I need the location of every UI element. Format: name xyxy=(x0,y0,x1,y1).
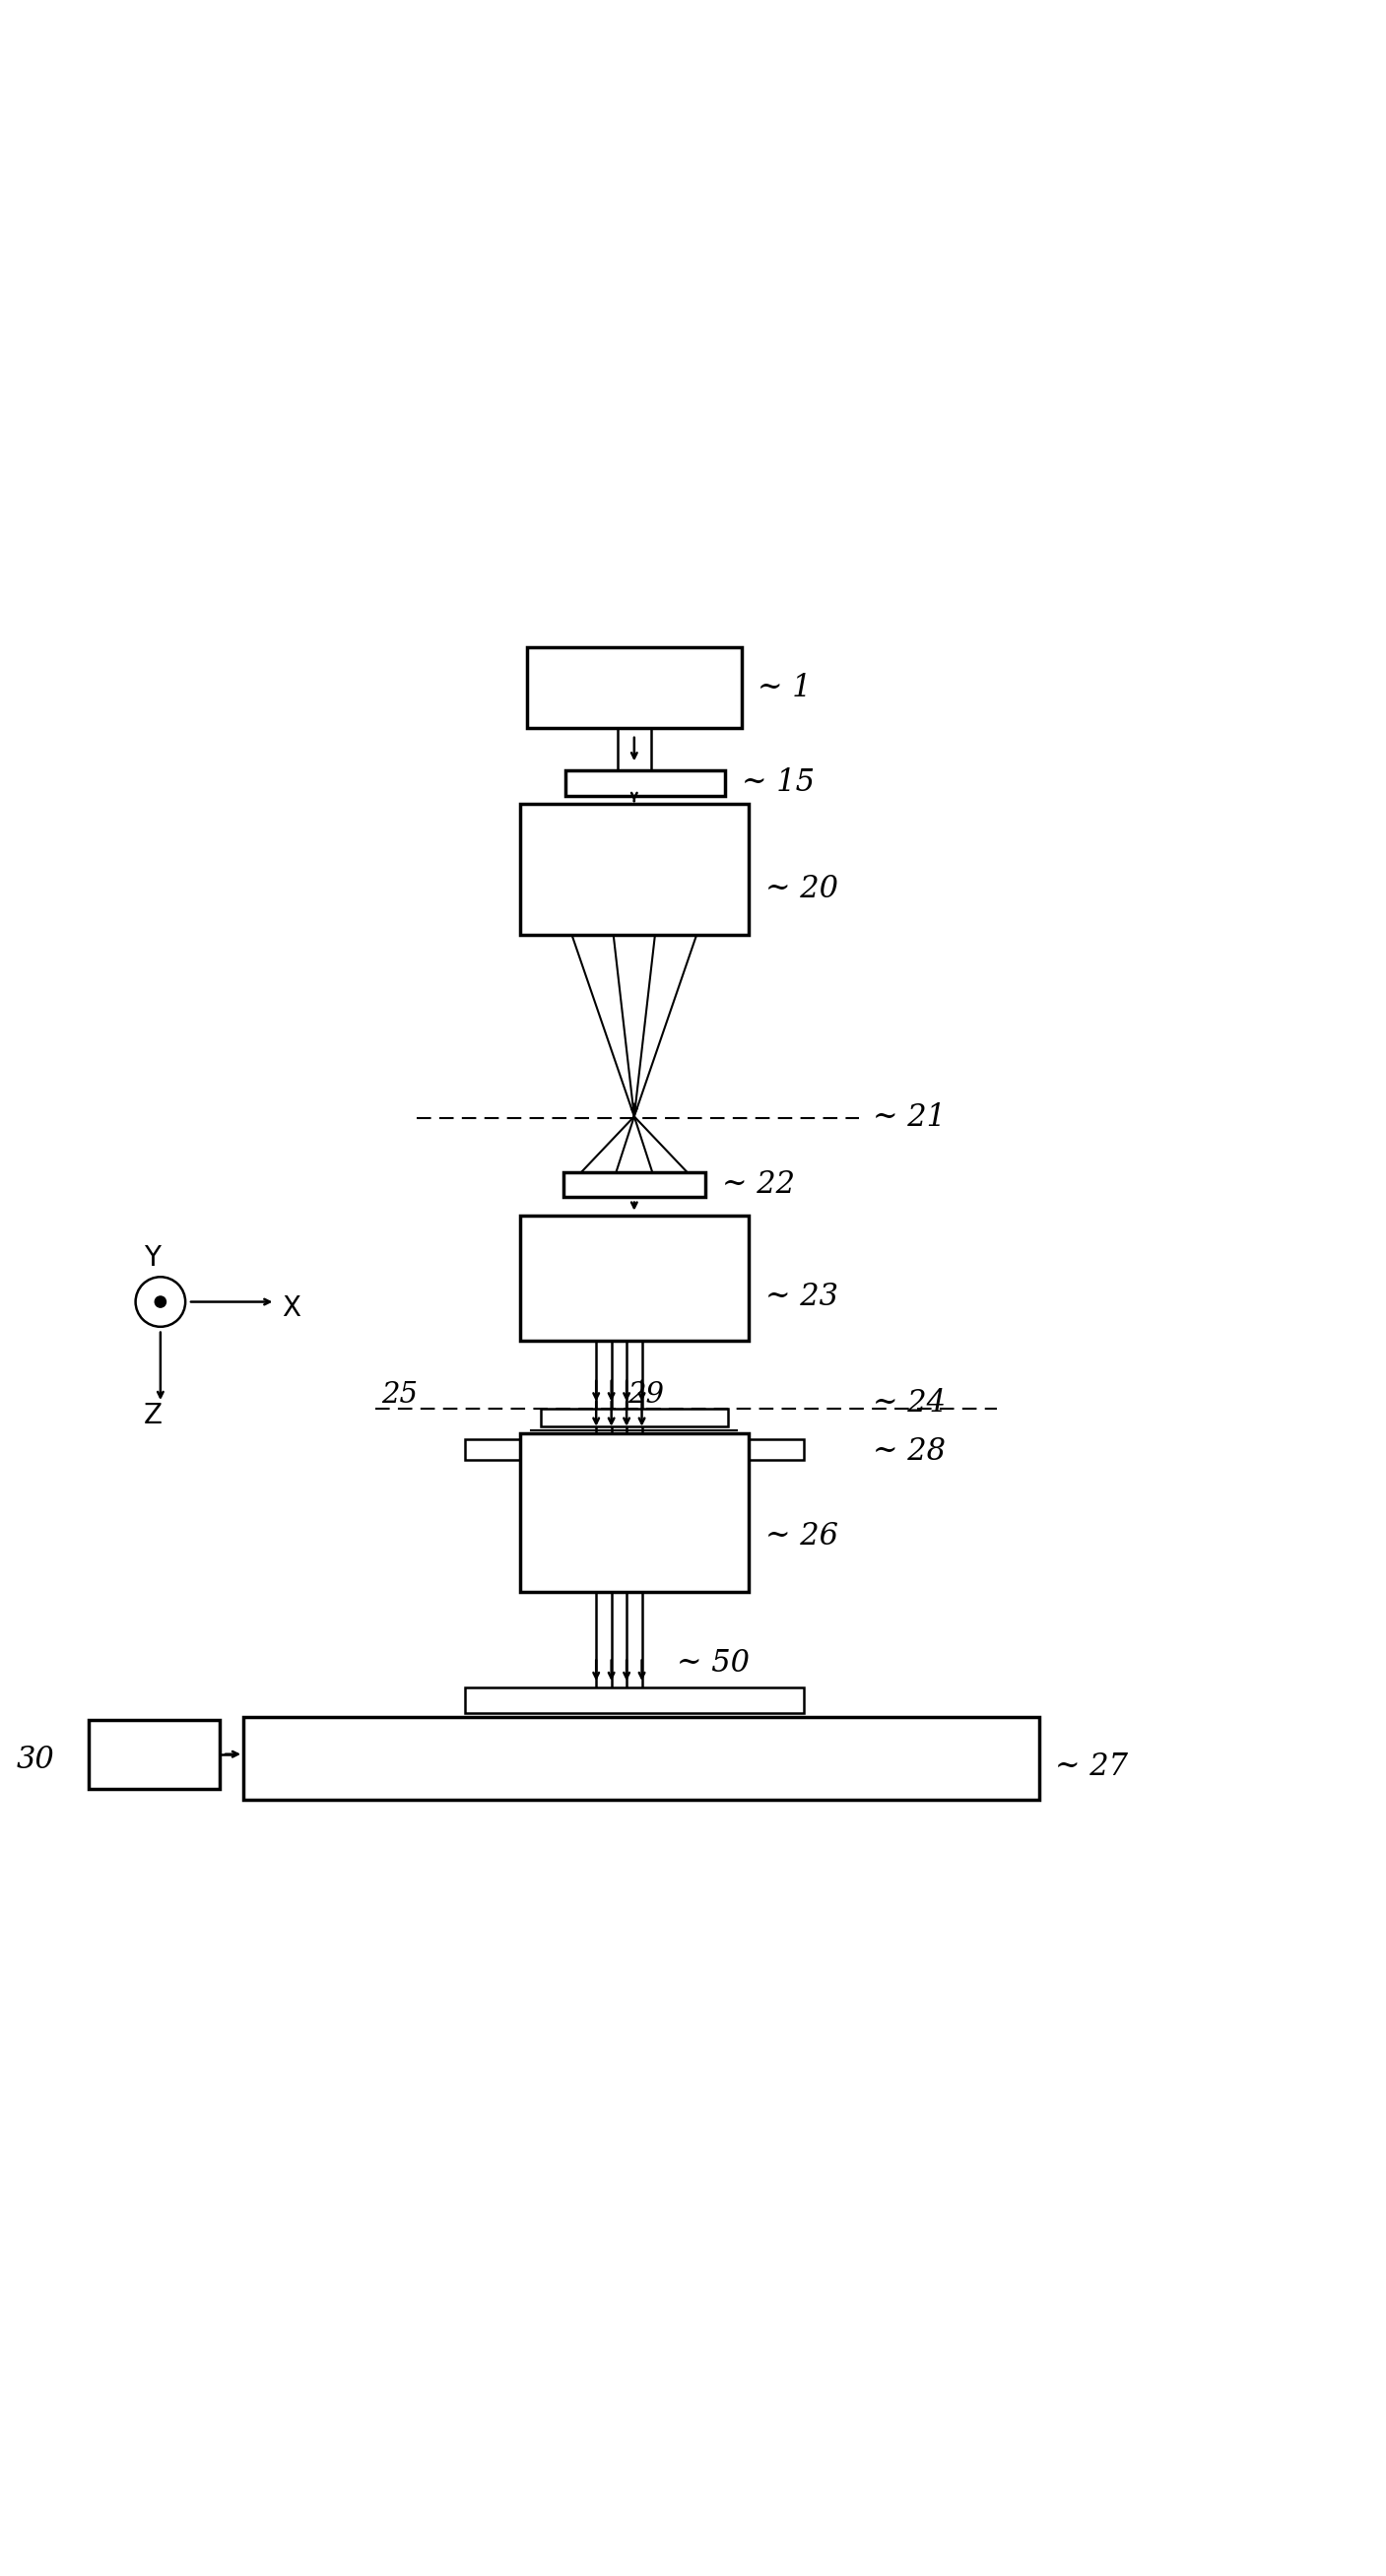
Text: Y: Y xyxy=(144,1244,161,1273)
Bar xyxy=(541,1409,728,1427)
Text: 30: 30 xyxy=(17,1744,55,1775)
Bar xyxy=(89,1721,220,1788)
Bar xyxy=(464,1440,531,1461)
Bar xyxy=(565,770,725,796)
Bar xyxy=(520,1216,748,1340)
Text: Z: Z xyxy=(144,1401,162,1430)
Text: 29: 29 xyxy=(628,1381,664,1409)
Text: ~ 15: ~ 15 xyxy=(742,768,815,799)
Text: ~ 27: ~ 27 xyxy=(1055,1752,1128,1783)
Text: ~ 21: ~ 21 xyxy=(873,1103,945,1133)
Bar xyxy=(520,804,748,935)
Bar xyxy=(563,1172,705,1198)
Circle shape xyxy=(155,1296,166,1309)
Text: ~ 50: ~ 50 xyxy=(676,1649,750,1677)
Text: ~ 20: ~ 20 xyxy=(765,873,837,904)
Text: ~ 26: ~ 26 xyxy=(765,1522,837,1551)
Text: ~ 24: ~ 24 xyxy=(873,1388,945,1417)
Bar xyxy=(244,1716,1040,1801)
Bar xyxy=(520,1432,748,1592)
Text: ~ 23: ~ 23 xyxy=(765,1283,837,1311)
Text: 25: 25 xyxy=(381,1381,419,1409)
Text: ~ 28: ~ 28 xyxy=(873,1435,945,1466)
Bar xyxy=(527,647,742,729)
Bar xyxy=(464,1687,804,1713)
Text: X: X xyxy=(283,1293,301,1321)
Text: ~ 22: ~ 22 xyxy=(722,1170,796,1200)
Text: ~ 1: ~ 1 xyxy=(758,672,812,703)
Bar xyxy=(737,1440,804,1461)
